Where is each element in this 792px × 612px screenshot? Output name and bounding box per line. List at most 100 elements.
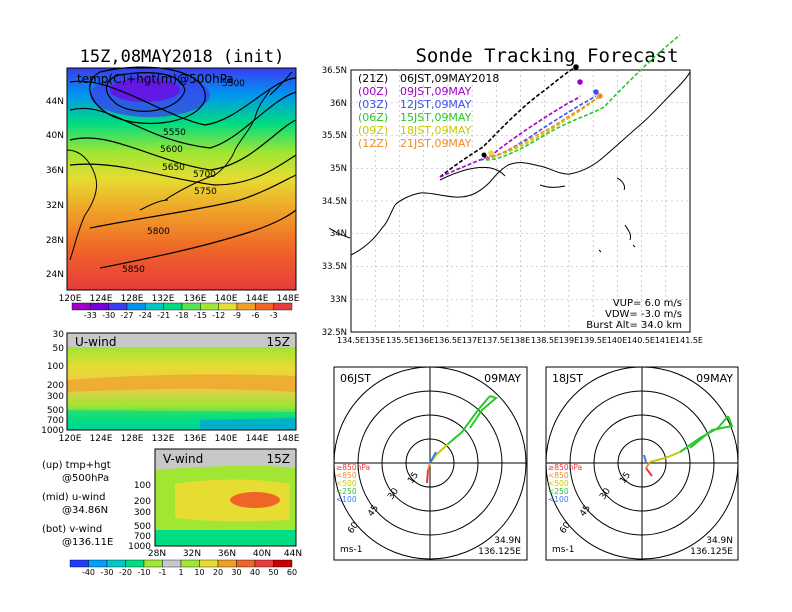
trajectories xyxy=(439,34,681,178)
contour-label: 5550 xyxy=(163,128,186,138)
colorbar-label: 60 xyxy=(287,568,297,577)
lon-label: 138.5E xyxy=(531,336,559,345)
level-label: ≥850hPa xyxy=(336,463,370,472)
lat-label: 36N xyxy=(218,549,236,559)
ring-labels: 15 30 45 60 xyxy=(558,471,633,536)
legend-item: (09Z) 18JST,09MAY xyxy=(358,124,472,137)
track-lat-labels: 36.5N 36N 35.5N 35N 34.5N 34N 33.5N 33N … xyxy=(322,66,347,338)
colorbar-label: -20 xyxy=(119,568,132,577)
level-label: <250 xyxy=(336,487,357,496)
temp-height-map: temp(C)+hgt(m)@500hPa 5500 5550 5600 565… xyxy=(46,66,300,304)
note-label: (bot) v-wind xyxy=(42,524,102,535)
forecast-title: Sonde Tracking Forecast xyxy=(415,45,678,67)
lon-label: 141E xyxy=(655,336,675,345)
legend-time: 06JST,09MAY2018 xyxy=(400,72,499,85)
colorbar-label: -40 xyxy=(82,568,95,577)
note-sub: @500hPa xyxy=(62,473,109,484)
lon-label: 132E xyxy=(152,434,175,444)
burst-marker xyxy=(593,89,599,95)
colorbar-swatch xyxy=(145,302,164,311)
pressure-label: 200 xyxy=(47,381,64,391)
legend-item: (12Z) 21JST,09MAY xyxy=(358,137,472,150)
lon-label: 138E xyxy=(510,336,530,345)
colorbar-label: -9 xyxy=(233,311,241,320)
pressure-label: 30 xyxy=(53,330,65,340)
legend-time: 21JST,09MAY xyxy=(400,137,472,150)
legend-run: (06Z) xyxy=(358,111,388,124)
burst-marker xyxy=(597,93,603,99)
colorbar-swatch xyxy=(90,302,109,311)
colorbar-swatch xyxy=(199,559,219,568)
lon-label: 137E xyxy=(462,336,482,345)
colorbar-label: -24 xyxy=(139,311,152,320)
legend-item: (03Z) 12JST,09MAY xyxy=(358,98,472,111)
level-label: <850 xyxy=(548,471,569,480)
legend-time: 12JST,09MAY xyxy=(400,98,472,111)
hodo-lon: 136.125E xyxy=(478,547,521,557)
lon-label: 144E xyxy=(246,434,269,444)
lon-label: 135.5E xyxy=(386,336,414,345)
colorbar-swatch xyxy=(255,302,274,311)
colorbar-label: -18 xyxy=(175,311,188,320)
track-map: (21Z) 06JST,09MAY2018 (00Z) 09JST,09MAY … xyxy=(322,34,703,345)
colorbar-swatch xyxy=(162,559,182,568)
legend-run: (09Z) xyxy=(358,124,388,137)
hodo-unit: ms-1 xyxy=(552,545,574,555)
colorbar-swatch xyxy=(143,559,163,568)
contour-label: 5800 xyxy=(147,227,170,237)
notes: (up) tmp+hgt @500hPa (mid) u-wind @34.86… xyxy=(42,460,113,548)
contour-label: 5700 xyxy=(193,170,216,180)
lon-label: 128E xyxy=(121,434,144,444)
colorbar-label: -30 xyxy=(102,311,115,320)
colorbar-swatch xyxy=(108,302,128,311)
lat-label: 34.5N xyxy=(322,197,347,207)
colorbar-swatch xyxy=(236,302,256,311)
uwind-title: U-wind xyxy=(75,335,116,349)
lon-label: 134.5E xyxy=(337,336,365,345)
colorbar-swatch xyxy=(71,302,91,311)
legend-run: (03Z) xyxy=(358,98,388,111)
lon-label: 124E xyxy=(90,434,113,444)
map-lon-labels: 120E 124E 128E 132E 136E 140E 144E 148E xyxy=(59,294,300,304)
lon-label: 124E xyxy=(90,294,113,304)
pressure-label: 700 xyxy=(47,416,64,426)
pressure-label: 700 xyxy=(134,532,151,542)
temp-colorbar: -33 -30 -27 -24 -21 -18 -15 -12 -9 -6 -3 xyxy=(71,302,293,320)
burst-marker xyxy=(577,79,583,85)
vwind-y-labels: 100 200 300 500 700 1000 xyxy=(128,481,151,552)
lon-label: 141.5E xyxy=(675,336,703,345)
lat-label: 24N xyxy=(46,270,64,280)
lon-label: 137.5E xyxy=(482,336,510,345)
hodo-date: 09MAY xyxy=(696,372,733,385)
colorbar-label: -27 xyxy=(120,311,133,320)
lon-label: 120E xyxy=(59,434,82,444)
colorbar-label: 40 xyxy=(250,568,260,577)
lat-label: 34N xyxy=(330,229,347,239)
level-label: <100 xyxy=(548,495,569,504)
pressure-label: 50 xyxy=(53,344,65,354)
vwind-title: V-wind xyxy=(163,452,203,466)
legend-time: 09JST,09MAY xyxy=(400,85,472,98)
pressure-label: 100 xyxy=(134,481,151,491)
lat-label: 36N xyxy=(46,166,64,176)
lon-label: 148E xyxy=(277,294,300,304)
lat-label: 36N xyxy=(330,99,347,109)
lat-label: 35N xyxy=(330,164,347,174)
hodograph-06jst: 15 30 45 60 06JST 09MAY ≥850hPa <850 <50… xyxy=(333,366,528,561)
init-title: 15Z,08MAY2018 (init) xyxy=(80,47,285,67)
contour-label: 5500 xyxy=(222,79,245,89)
map-subtitle: temp(C)+hgt(m)@500hPa xyxy=(77,72,234,86)
colorbar-swatch xyxy=(273,559,293,568)
uwind-x-labels: 120E 124E 128E 132E 136E 140E 144E 148E xyxy=(59,434,300,444)
colorbar-swatch xyxy=(218,302,238,311)
hodo-lat: 34.9N xyxy=(494,536,521,546)
lon-label: 136E xyxy=(184,434,207,444)
colorbar-swatch xyxy=(181,302,201,311)
hodo-lat: 34.9N xyxy=(706,536,733,546)
param-burst: Burst Alt= 34.0 km xyxy=(586,320,682,331)
note-sub: @34.86N xyxy=(62,505,108,516)
uwind-y-labels: 30 50 100 200 300 500 700 1000 xyxy=(41,330,64,436)
colorbar-swatch xyxy=(106,559,126,568)
hodo-trace xyxy=(643,415,734,477)
